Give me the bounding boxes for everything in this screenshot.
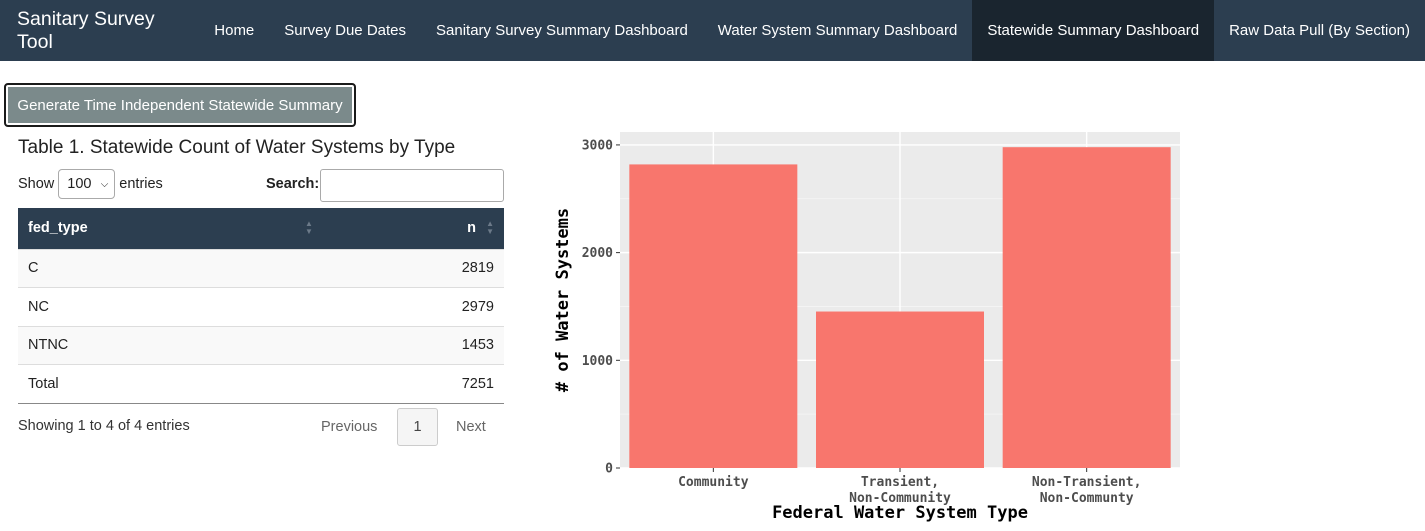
y-axis-title: # of Water Systems: [553, 208, 573, 392]
table-header-row: fed_type ▲ ▼ n ▲ ▼: [18, 208, 504, 249]
entries-label: entries: [119, 176, 163, 192]
pagination-previous[interactable]: Previous: [321, 419, 378, 435]
cell-n: 1453: [311, 325, 504, 365]
pagination-page-1[interactable]: 1: [397, 408, 438, 446]
entries-select[interactable]: 100 ⌵: [58, 169, 116, 199]
y-tick-label: 2000: [582, 246, 613, 261]
x-axis-title: Federal Water System Type: [772, 503, 1028, 523]
x-tick-label: Community: [678, 475, 749, 490]
column-label-n: n: [467, 220, 476, 237]
chevron-down-icon: ⌵: [100, 178, 109, 190]
table-title: Table 1. Statewide Count of Water System…: [18, 137, 456, 158]
navbar: Sanitary Survey Tool Home Survey Due Dat…: [0, 0, 1425, 61]
bar: [1002, 147, 1171, 468]
table-row: C 2819: [18, 248, 504, 288]
column-label-fed-type: fed_type: [28, 220, 88, 237]
table-row: Total 7251: [18, 364, 504, 404]
cell-n: 2819: [311, 248, 504, 288]
nav-water-system-summary[interactable]: Water System Summary Dashboard: [717, 22, 958, 39]
nav-raw-data-pull[interactable]: Raw Data Pull (By Section): [1229, 22, 1410, 39]
generate-summary-button[interactable]: Generate Time Independent Statewide Summ…: [4, 83, 356, 127]
y-tick-label: 3000: [582, 138, 613, 153]
cell-fed-type: C: [18, 248, 312, 288]
x-tick-label: Transient, Non-Community: [849, 475, 951, 506]
cell-n: 7251: [311, 364, 504, 404]
table-row: NTNC 1453: [18, 325, 504, 365]
bar: [816, 311, 984, 468]
y-tick-label: 0: [605, 462, 613, 477]
table-row: NC 2979: [18, 287, 504, 326]
cell-fed-type: Total: [18, 364, 312, 404]
brand-title[interactable]: Sanitary Survey Tool: [17, 7, 155, 53]
search-label: Search:: [266, 176, 320, 192]
column-header-n[interactable]: n ▲ ▼: [311, 208, 504, 249]
show-label: Show: [18, 176, 55, 192]
water-systems-table: fed_type ▲ ▼ n ▲ ▼ C 2819 NC 2979 NTNC 145…: [18, 208, 504, 404]
nav-statewide-summary[interactable]: Statewide Summary Dashboard: [972, 0, 1215, 61]
cell-fed-type: NC: [18, 287, 312, 326]
y-tick-label: 1000: [582, 354, 613, 369]
nav-sanitary-survey-summary[interactable]: Sanitary Survey Summary Dashboard: [436, 22, 688, 39]
nav-survey-due-dates[interactable]: Survey Due Dates: [284, 22, 407, 39]
water-system-type-chart: 0 1000 2000 3000 Community Transient, Non-Comm…: [553, 132, 1180, 523]
cell-fed-type: NTNC: [18, 325, 312, 365]
x-tick-label: Non-Transient, Non-Communty: [1032, 475, 1142, 506]
table-info: Showing 1 to 4 of 4 entries: [18, 418, 190, 434]
pagination-next[interactable]: Next: [456, 419, 486, 435]
column-header-fed-type[interactable]: fed_type ▲ ▼: [18, 208, 313, 249]
nav-home[interactable]: Home: [214, 22, 255, 39]
sort-icon: ▲ ▼: [305, 219, 313, 236]
bar: [629, 164, 798, 468]
sort-icon: ▲ ▼: [486, 219, 494, 236]
search-input[interactable]: [320, 169, 504, 202]
entries-value: 100: [67, 176, 92, 192]
length-control: Show 100 ⌵ entries: [18, 169, 163, 199]
cell-n: 2979: [311, 287, 504, 326]
